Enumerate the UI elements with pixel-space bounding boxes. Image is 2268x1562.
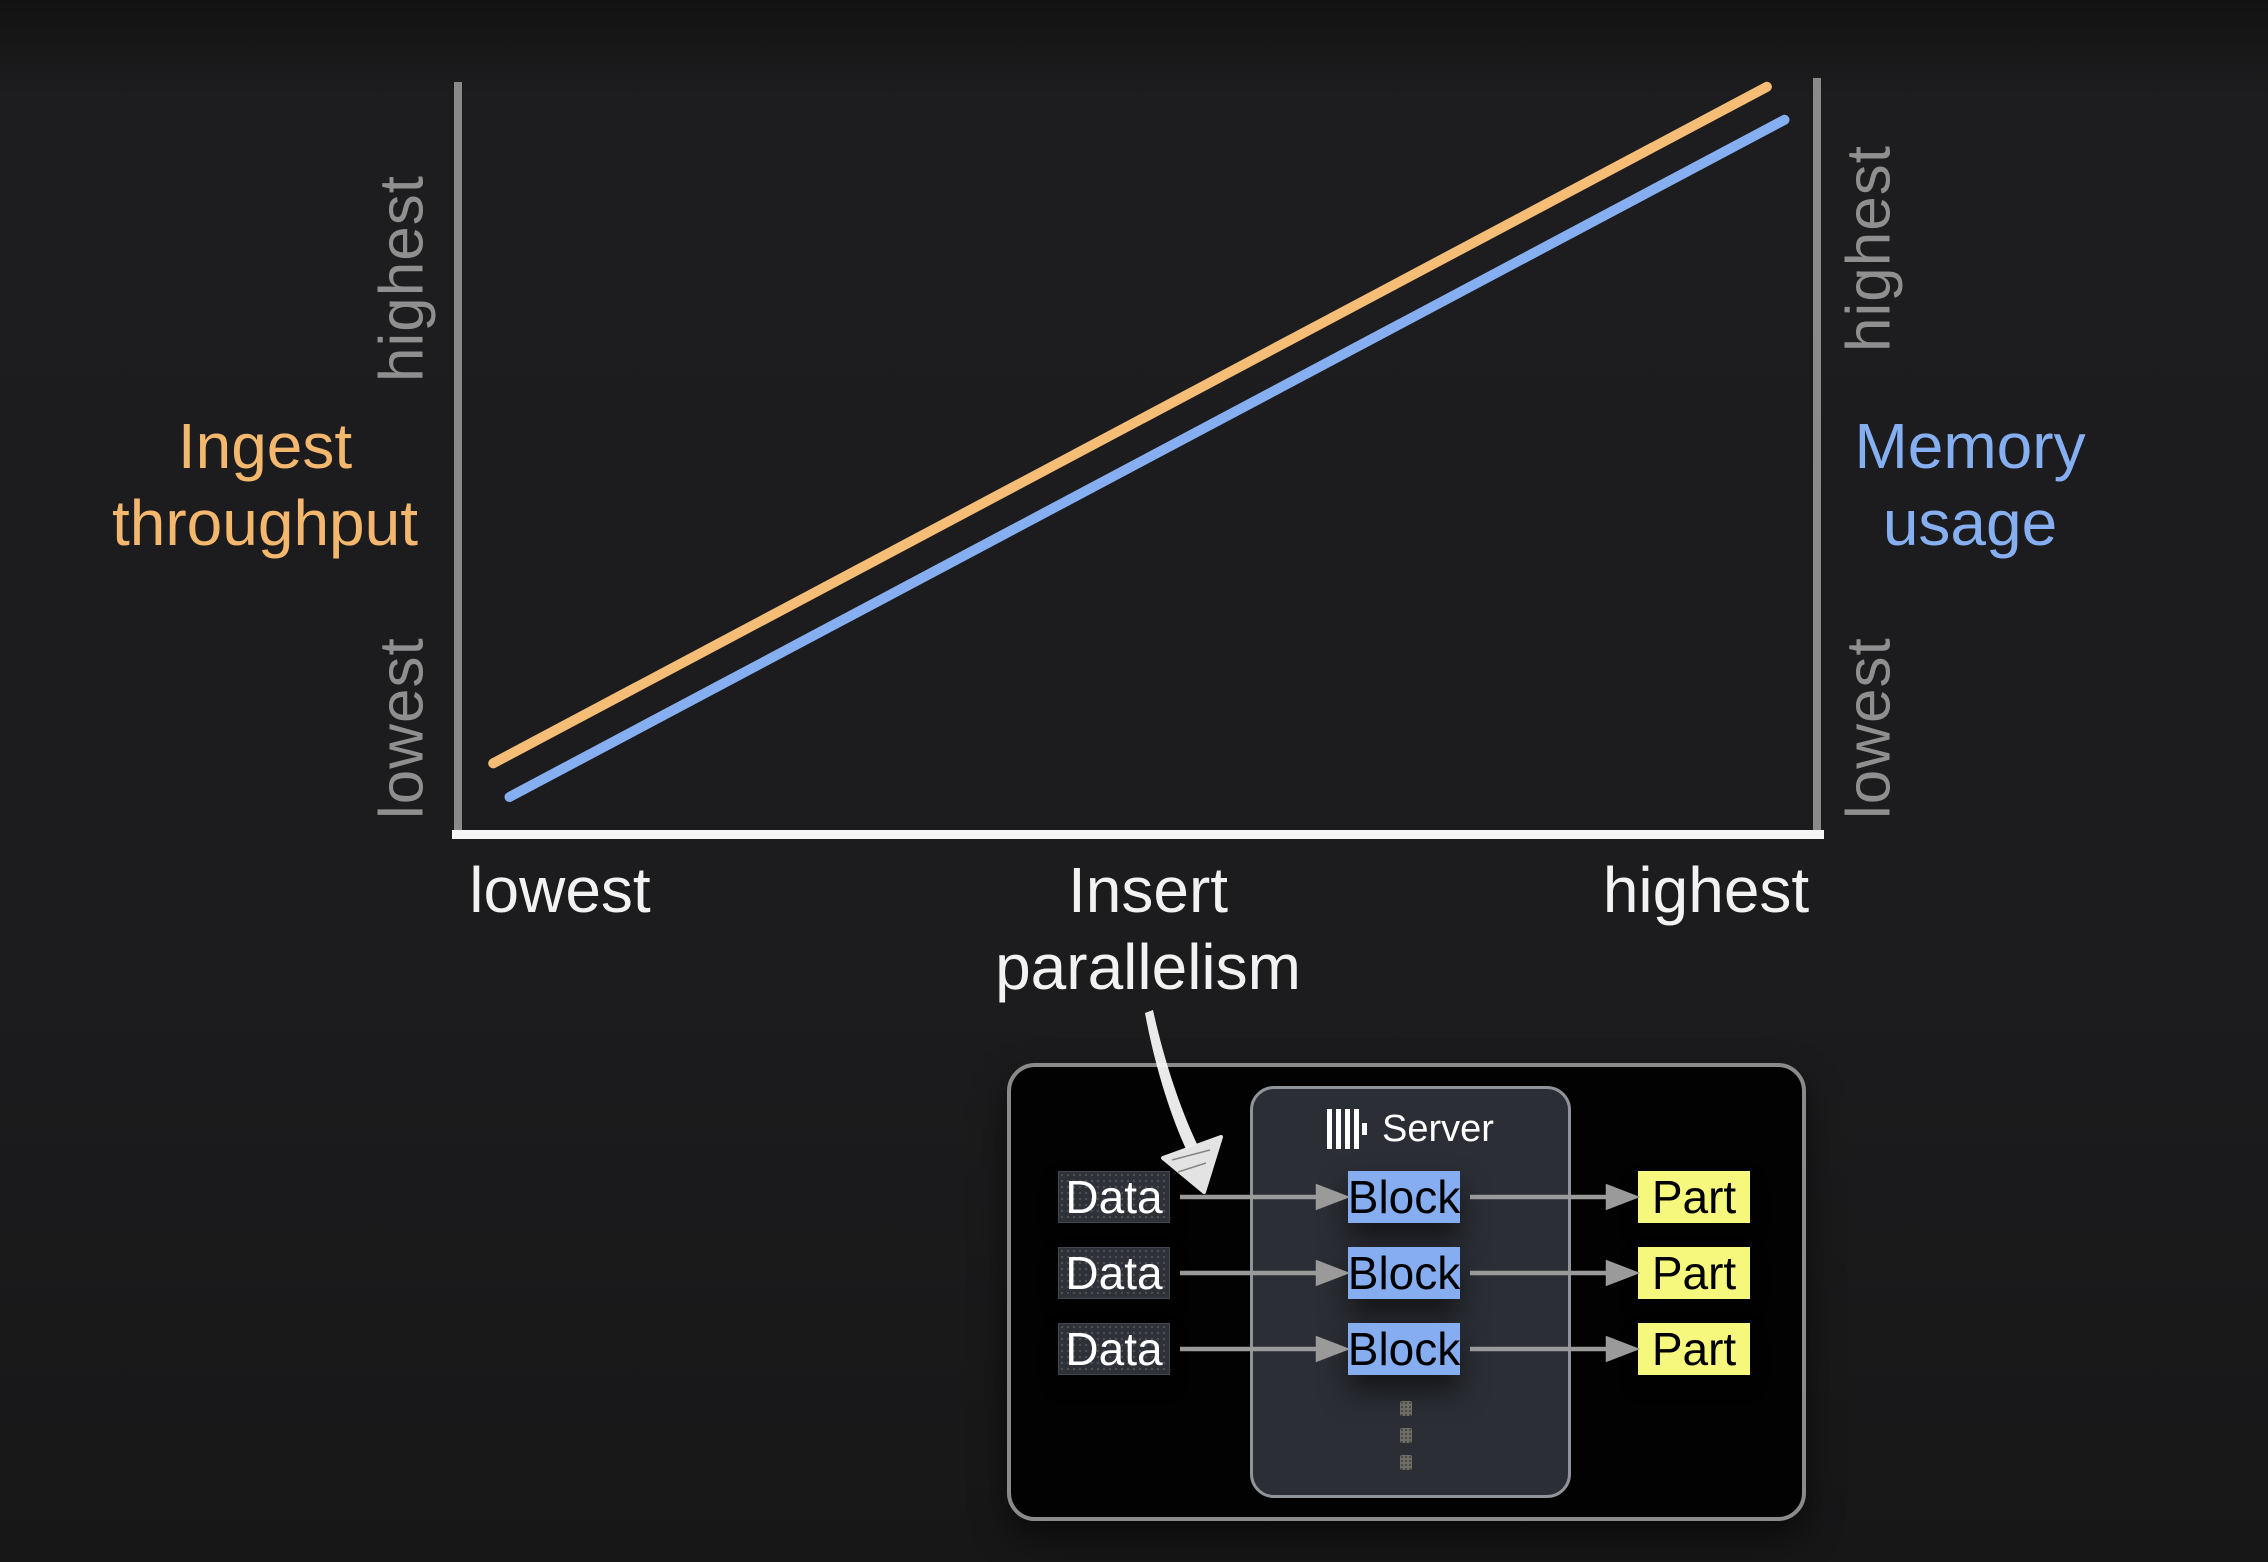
block-node: Block (1347, 1247, 1461, 1299)
x-axis-title: Insert parallelism (995, 854, 1301, 1003)
part-node: Part (1638, 1171, 1750, 1223)
clickhouse-logo-icon (1327, 1109, 1368, 1149)
part-node: Part (1638, 1323, 1750, 1375)
left-axis-tick-lowest: lowest (367, 637, 437, 819)
more-rows-dot (1400, 1455, 1412, 1470)
more-rows-dot (1400, 1401, 1412, 1416)
right-axis-tick-lowest: lowest (1834, 637, 1904, 819)
block-node: Block (1347, 1171, 1461, 1223)
x-tick-highest: highest (1602, 854, 1810, 926)
memory-usage-line (504, 114, 1790, 802)
left-axis-tick-highest: highest (367, 175, 437, 383)
left-y-axis (454, 82, 462, 830)
more-rows-dot (1400, 1428, 1412, 1443)
right-y-axis (1813, 78, 1821, 830)
x-tick-lowest: lowest (469, 854, 651, 926)
data-node: Data (1058, 1171, 1170, 1223)
server-label: Server (1382, 1107, 1494, 1150)
server-header: Server (1250, 1106, 1571, 1152)
block-node: Block (1347, 1323, 1461, 1375)
right-axis-tick-highest: highest (1834, 145, 1904, 353)
ingest-throughput-line (488, 81, 1772, 769)
part-node: Part (1638, 1247, 1750, 1299)
data-node: Data (1058, 1323, 1170, 1375)
left-axis-title: Ingest throughput (111, 410, 419, 559)
data-node: Data (1058, 1247, 1170, 1299)
right-axis-title: Memory usage (1854, 410, 2086, 559)
x-axis (452, 830, 1824, 839)
